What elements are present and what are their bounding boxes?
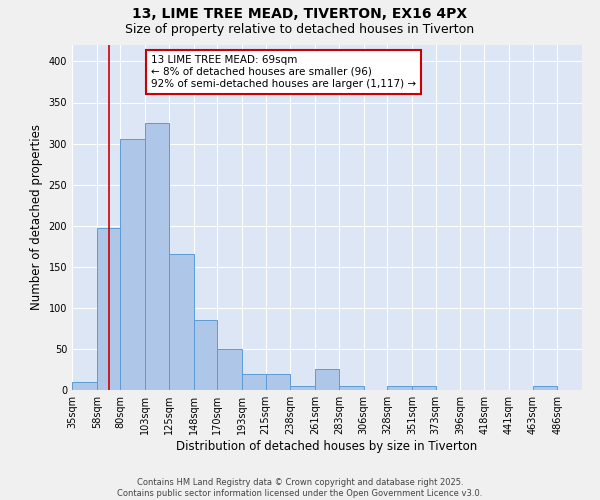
Bar xyxy=(412,386,436,390)
Text: 13, LIME TREE MEAD, TIVERTON, EX16 4PX: 13, LIME TREE MEAD, TIVERTON, EX16 4PX xyxy=(133,8,467,22)
Bar xyxy=(315,370,339,390)
Bar xyxy=(72,382,97,390)
Bar xyxy=(217,349,242,390)
Bar xyxy=(145,123,169,390)
Bar xyxy=(339,386,364,390)
Bar xyxy=(97,228,121,390)
Y-axis label: Number of detached properties: Number of detached properties xyxy=(30,124,43,310)
Bar xyxy=(533,386,557,390)
Bar xyxy=(266,374,290,390)
Bar xyxy=(169,254,194,390)
Bar xyxy=(387,386,412,390)
Bar xyxy=(290,386,315,390)
Text: Size of property relative to detached houses in Tiverton: Size of property relative to detached ho… xyxy=(125,22,475,36)
Text: 13 LIME TREE MEAD: 69sqm
← 8% of detached houses are smaller (96)
92% of semi-de: 13 LIME TREE MEAD: 69sqm ← 8% of detache… xyxy=(151,56,416,88)
Text: Contains HM Land Registry data © Crown copyright and database right 2025.
Contai: Contains HM Land Registry data © Crown c… xyxy=(118,478,482,498)
Bar xyxy=(121,140,145,390)
X-axis label: Distribution of detached houses by size in Tiverton: Distribution of detached houses by size … xyxy=(176,440,478,453)
Bar xyxy=(242,374,266,390)
Bar xyxy=(194,320,217,390)
